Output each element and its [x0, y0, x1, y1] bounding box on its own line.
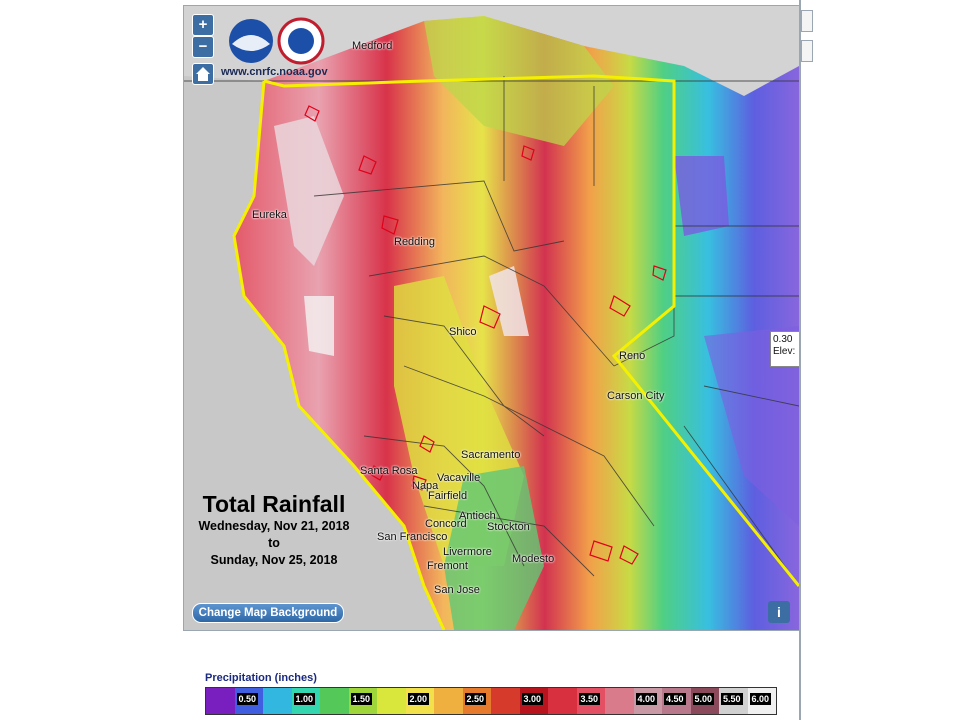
legend-swatch — [320, 688, 349, 714]
map-viewport[interactable]: + − www.cnrfc.noaa.gov Medford Eureka Re… — [183, 5, 800, 631]
legend-swatch — [434, 688, 463, 714]
info-button[interactable]: i — [768, 601, 790, 623]
legend-swatch: 0.50 — [234, 688, 263, 714]
legend-swatch — [206, 688, 235, 714]
date-end: Sunday, Nov 25, 2018 — [210, 553, 338, 567]
city-label: Shico — [449, 326, 477, 338]
legend-label: 6.00 — [749, 693, 772, 705]
legend-label: 0.50 — [236, 693, 259, 705]
city-label: Fairfield — [428, 490, 468, 502]
legend-label: 3.00 — [521, 693, 544, 705]
legend-title: Precipitation (inches) — [205, 672, 317, 684]
city-label: Fremont — [427, 560, 468, 572]
legend-swatch — [548, 688, 577, 714]
legend-swatch: 4.50 — [662, 688, 691, 714]
legend-label: 1.50 — [350, 693, 373, 705]
precipitation-legend: Precipitation (inches) 0.50 1.00 1.50 2.00 2… — [205, 672, 777, 715]
home-icon — [196, 67, 210, 81]
legend-swatch: 5.50 — [719, 688, 748, 714]
legend-swatch: 2.50 — [462, 688, 491, 714]
logo-url: www.cnrfc.noaa.gov — [221, 66, 328, 78]
city-label: Napa — [412, 480, 439, 492]
legend-label: 4.50 — [664, 693, 686, 705]
legend-swatch: 3.50 — [576, 688, 605, 714]
legend-swatch — [263, 688, 292, 714]
city-label: Vacaville — [437, 472, 481, 484]
map-title: Total Rainfall — [202, 491, 346, 517]
city-label: San Francisco — [377, 531, 448, 543]
legend-swatch: 4.00 — [633, 688, 662, 714]
state-border — [263, 74, 799, 587]
value-popup: 0.30 Elev: — [770, 331, 799, 367]
zoom-in-button[interactable]: + — [192, 14, 214, 36]
city-label: Redding — [394, 236, 435, 248]
city-label: Medford — [352, 40, 393, 52]
legend-swatch — [377, 688, 406, 714]
city-label: Eureka — [252, 209, 287, 221]
side-panel-button[interactable] — [801, 10, 813, 32]
legend-label: 2.50 — [464, 693, 487, 705]
legend-swatch — [605, 688, 634, 714]
legend-swatch: 1.00 — [291, 688, 320, 714]
city-label: Sacramento — [461, 449, 521, 461]
zoom-out-button[interactable]: − — [192, 36, 214, 58]
legend-color-bar: 0.50 1.00 1.50 2.00 2.50 3.00 3.50 4.00 4.50 5.00… — [205, 687, 777, 715]
city-label: Carson City — [607, 390, 665, 402]
city-label: Stockton — [487, 521, 530, 533]
city-label: Reno — [619, 350, 646, 362]
rainfall-map[interactable] — [184, 6, 799, 630]
city-label: Concord — [425, 518, 467, 530]
side-panel-button[interactable] — [801, 40, 813, 62]
city-label: Santa Rosa — [360, 465, 418, 477]
date-start: Wednesday, Nov 21, 2018 — [198, 519, 350, 533]
map-title-block: Total Rainfall Wednesday, Nov 21, 2018 t… — [184, 491, 364, 569]
change-map-background-button[interactable]: Change Map Background — [192, 603, 344, 623]
city-label: Livermore — [443, 546, 492, 558]
panel-divider — [799, 0, 801, 720]
legend-label: 5.50 — [721, 693, 743, 705]
city-label: Antioch — [459, 510, 496, 522]
ocean — [184, 76, 444, 630]
legend-label: 2.00 — [407, 693, 430, 705]
legend-label: 5.00 — [692, 693, 715, 705]
legend-swatch: 2.00 — [405, 688, 434, 714]
legend-swatch: 1.50 — [348, 688, 377, 714]
popup-elev: Elev: — [773, 346, 796, 357]
legend-swatch: 3.00 — [519, 688, 548, 714]
burn-scars — [304, 105, 667, 565]
legend-swatch: 6.00 — [747, 688, 776, 714]
legend-label: 4.00 — [635, 693, 658, 705]
popup-value: 0.30 — [773, 334, 793, 345]
date-to: to — [268, 536, 280, 550]
legend-label: 3.50 — [578, 693, 601, 705]
city-label: Modesto — [512, 553, 555, 565]
legend-swatch — [491, 688, 520, 714]
legend-swatch: 5.00 — [690, 688, 719, 714]
home-button[interactable] — [192, 63, 214, 85]
city-label: San Jose — [434, 584, 480, 596]
coastline — [232, 80, 446, 630]
legend-label: 1.00 — [293, 693, 316, 705]
